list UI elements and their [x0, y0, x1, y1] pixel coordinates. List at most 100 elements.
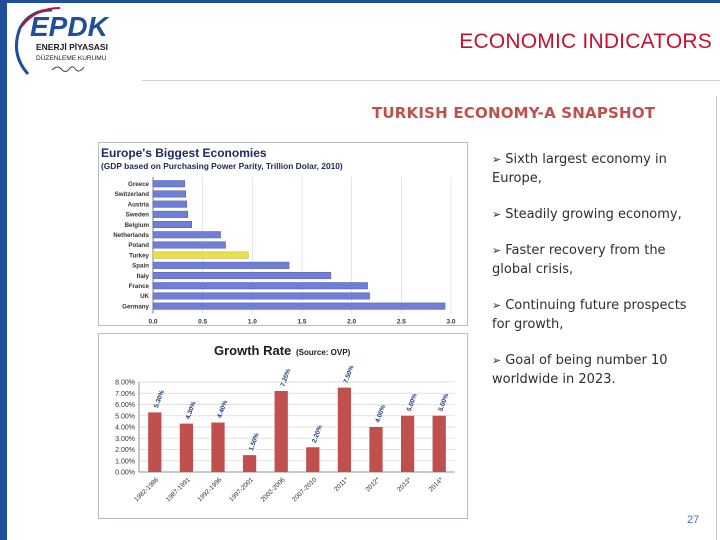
growth-bar — [337, 387, 352, 472]
right-divider — [716, 96, 717, 540]
bullet-text: Continuing future prospects for growth, — [492, 298, 687, 332]
growth-bar — [211, 422, 225, 472]
growth-category-label: 2013* — [396, 476, 413, 493]
slide-subtitle: TURKISH ECONOMY-A SNAPSHOT — [372, 104, 656, 122]
gdp-chart: Europe's Biggest Economies (GDP based on… — [101, 146, 456, 326]
arrow-bullet-icon: ➢ — [492, 208, 502, 221]
growth-y-tick-label: 3.00% — [115, 436, 135, 443]
growth-y-tick-label: 7.00% — [115, 391, 135, 398]
gdp-bar — [152, 200, 188, 208]
header-divider — [142, 80, 720, 81]
bullet-text: Goal of being number 10 worldwide in 202… — [492, 353, 668, 387]
bullet-item: ➢ Continuing future prospects for growth, — [492, 296, 692, 334]
page-number: 27 — [687, 514, 700, 526]
gdp-x-tick-label: 2.5 — [397, 319, 406, 325]
gdp-category-label: Turkey — [129, 252, 149, 259]
growth-category-label: 2007-2010 — [291, 476, 318, 503]
growth-value-label: 4.30% — [185, 400, 198, 420]
gdp-category-label: Spain — [132, 263, 149, 270]
growth-value-label: 4.00% — [374, 404, 387, 424]
gdp-chart-subtitle: (GDP based on Purchasing Power Parity, T… — [101, 161, 343, 171]
gdp-bar — [152, 272, 332, 280]
growth-bar — [432, 415, 446, 472]
gdp-category-label: Poland — [128, 242, 149, 249]
bullet-text: Faster recovery from the global crisis, — [492, 243, 666, 277]
growth-category-label: 2011* — [333, 476, 350, 493]
growth-y-tick-label: 5.00% — [115, 413, 135, 420]
growth-chart-source: (Source: OVP) — [296, 348, 351, 357]
gdp-category-label: Switzerland — [115, 191, 150, 198]
growth-value-label: 1.50% — [248, 432, 261, 452]
gdp-category-label: Italy — [137, 273, 150, 280]
growth-y-tick-label: 1.00% — [115, 458, 135, 465]
gdp-bar — [152, 231, 221, 239]
growth-chart-panel: Growth Rate (Source: OVP) 0.00% 1.00% 2.00… — [98, 333, 468, 519]
bullet-item: ➢ Steadily growing economy, — [492, 205, 692, 224]
growth-value-label: 7.20% — [280, 368, 293, 388]
left-accent-bar — [0, 0, 7, 540]
gdp-category-label: Belgium — [125, 222, 150, 229]
gdp-bar — [152, 302, 446, 310]
growth-y-tick-label: 4.00% — [115, 425, 135, 432]
growth-value-label: 5.30% — [153, 389, 166, 409]
growth-bar — [274, 391, 288, 472]
growth-y-tick-label: 2.00% — [115, 447, 135, 454]
logo-wordmark: EPDK — [30, 11, 110, 42]
gdp-category-label: Netherlands — [113, 232, 149, 239]
gdp-x-tick-label: 1.5 — [297, 319, 306, 325]
gdp-bar — [152, 292, 370, 300]
gdp-chart-panel: Europe's Biggest Economies (GDP based on… — [98, 142, 468, 326]
growth-chart-title: Growth Rate — [214, 343, 291, 358]
gdp-bar — [152, 180, 186, 188]
bullet-item: ➢ Faster recovery from the global crisis, — [492, 241, 692, 279]
gdp-category-label: Austria — [128, 201, 150, 208]
growth-bar — [148, 412, 162, 472]
gdp-bar — [152, 190, 187, 198]
gdp-category-label: France — [129, 283, 150, 290]
gdp-bar — [152, 261, 290, 269]
growth-bar — [242, 455, 257, 472]
gdp-x-tick-label: 2.0 — [347, 319, 356, 325]
growth-category-label: 2002-2006 — [260, 476, 287, 503]
gdp-bar — [152, 251, 249, 259]
growth-y-tick-label: 0.00% — [115, 470, 135, 477]
gdp-x-tick-label: 0.0 — [148, 319, 157, 325]
logo-line2: DÜZENLEME KURUMU — [36, 54, 107, 62]
growth-category-label: 1997-2001 — [228, 476, 255, 503]
gdp-category-label: Germany — [122, 303, 149, 310]
arrow-bullet-icon: ➢ — [492, 153, 502, 166]
gdp-bar — [152, 241, 226, 249]
gdp-category-label: Greece — [128, 181, 150, 188]
arrow-bullet-icon: ➢ — [492, 354, 502, 367]
arrow-bullet-icon: ➢ — [492, 299, 502, 312]
gdp-category-label: UK — [140, 293, 149, 300]
growth-category-label: 1987-1991 — [165, 476, 192, 503]
growth-bar — [306, 447, 320, 472]
growth-y-tick-label: 6.00% — [115, 402, 135, 409]
gdp-bar — [152, 210, 189, 218]
growth-category-label: 1982-1986 — [133, 476, 160, 503]
key-points-list: ➢ Sixth largest economy in Europe, ➢ Stead… — [492, 150, 692, 406]
bullet-item: ➢ Goal of being number 10 worldwide in 20… — [492, 351, 692, 389]
growth-chart: Growth Rate (Source: OVP) 0.00% 1.00% 2.00… — [115, 343, 455, 503]
growth-category-label: 2012* — [364, 476, 381, 493]
growth-bar — [179, 423, 194, 472]
bullet-text: Steadily growing economy, — [505, 207, 682, 222]
gdp-x-tick-label: 3.0 — [446, 319, 455, 325]
growth-value-label: 5.00% — [406, 393, 419, 413]
gdp-category-label: Sweden — [126, 212, 150, 219]
growth-value-label: 5.00% — [438, 393, 451, 413]
bullet-text: Sixth largest economy in Europe, — [492, 152, 667, 186]
logo-signature — [51, 66, 85, 73]
slide-title: ECONOMIC INDICATORS — [459, 30, 712, 53]
bullet-item: ➢ Sixth largest economy in Europe, — [492, 150, 692, 188]
growth-category-label: 1992-1996 — [196, 476, 223, 503]
logo-line1: ENERJİ PİYASASI — [36, 42, 108, 52]
growth-bar — [369, 427, 383, 472]
gdp-chart-title: Europe's Biggest Economies — [101, 146, 267, 160]
growth-y-tick-label: 8.00% — [115, 380, 135, 387]
growth-value-label: 7.50% — [343, 364, 356, 384]
growth-value-label: 4.40% — [216, 399, 229, 419]
top-accent-line — [0, 0, 720, 3]
gdp-x-tick-label: 1.0 — [248, 319, 257, 325]
